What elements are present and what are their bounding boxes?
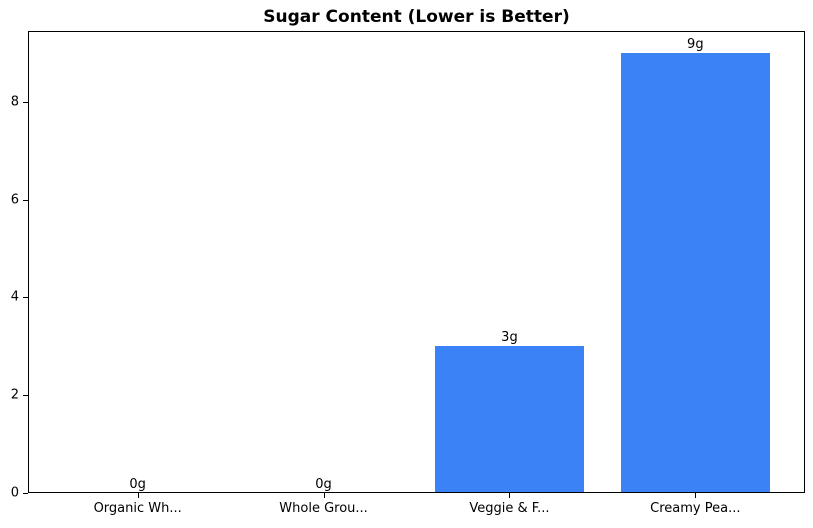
x-tick-mark <box>137 493 139 498</box>
bar <box>620 53 770 492</box>
x-tick-mark <box>695 493 697 498</box>
y-tick-label: 0 <box>10 485 19 501</box>
y-tick-mark <box>23 199 28 201</box>
y-tick-mark <box>23 493 28 494</box>
x-tick-label: Creamy Pea... <box>650 501 741 516</box>
y-tick-label: 4 <box>10 289 19 305</box>
y-tick-mark <box>23 101 28 103</box>
bar-value-label: 0g <box>129 477 146 492</box>
chart-title: Sugar Content (Lower is Better) <box>263 7 570 27</box>
bar-value-label: 0g <box>315 477 332 492</box>
y-tick-mark <box>23 297 28 299</box>
x-tick-label: Veggie & F... <box>469 501 550 516</box>
x-tick-label: Organic Wh... <box>93 501 182 516</box>
y-tick-mark <box>23 395 28 397</box>
y-tick-label: 2 <box>10 387 19 403</box>
x-tick-mark <box>323 493 325 498</box>
y-tick-label: 6 <box>10 192 19 208</box>
bar-value-label: 3g <box>501 330 518 346</box>
y-tick-label: 8 <box>10 94 19 110</box>
x-tick-label: Whole Grou... <box>279 501 368 516</box>
bar-value-label: 9g <box>687 37 704 52</box>
bar <box>435 346 584 492</box>
x-tick-mark <box>509 493 511 498</box>
